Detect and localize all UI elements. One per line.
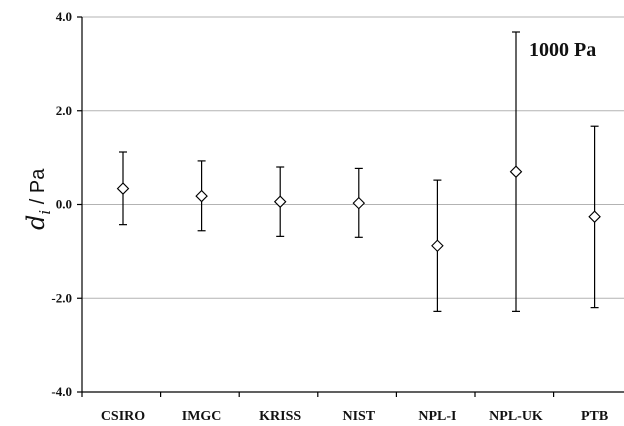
y-tick-label: 4.0	[56, 9, 72, 24]
y-axis-label-symbol: d	[22, 215, 50, 230]
data-point-group	[509, 31, 523, 312]
data-series	[116, 31, 601, 312]
annotation-label: 1000 Pa	[529, 39, 596, 61]
data-point-marker	[588, 210, 601, 223]
data-point-marker	[273, 195, 287, 208]
data-point-marker	[116, 182, 130, 195]
x-ticks: CSIRO IMGC KRISS NIST NPL-I NPL-UK PTB	[81, 392, 608, 424]
x-tick-label: NPL-UK	[489, 409, 543, 424]
y-axis-label-subscript: i	[36, 210, 54, 215]
y-tick-label: -4.0	[51, 384, 72, 399]
y-ticks: -4.0 -2.0 0.0 2.0 4.0	[51, 9, 82, 399]
gridlines	[82, 16, 624, 299]
data-point-marker	[509, 165, 523, 178]
data-point-group	[431, 179, 444, 312]
data-point-marker	[352, 196, 366, 210]
x-tick-label: CSIRO	[101, 409, 145, 424]
data-point-marker	[195, 189, 208, 203]
x-tick-label: PTB	[581, 409, 608, 424]
data-point-group	[588, 125, 601, 309]
y-tick-label: -2.0	[51, 290, 72, 305]
y-axis-label: di / Pa	[22, 168, 54, 230]
x-tick-label: NIST	[342, 409, 375, 424]
data-point-group	[116, 151, 130, 226]
data-point-group	[195, 160, 208, 232]
x-tick-label: NPL-I	[418, 409, 456, 424]
y-tick-label: 0.0	[56, 197, 72, 212]
data-point-group	[352, 167, 366, 238]
data-point-group	[273, 166, 287, 237]
x-tick-label: KRISS	[259, 409, 301, 424]
data-point-marker	[431, 239, 444, 253]
y-axis-label-unit: / Pa	[27, 168, 49, 210]
y-tick-label: 2.0	[56, 103, 72, 118]
x-tick-label: IMGC	[182, 409, 222, 424]
